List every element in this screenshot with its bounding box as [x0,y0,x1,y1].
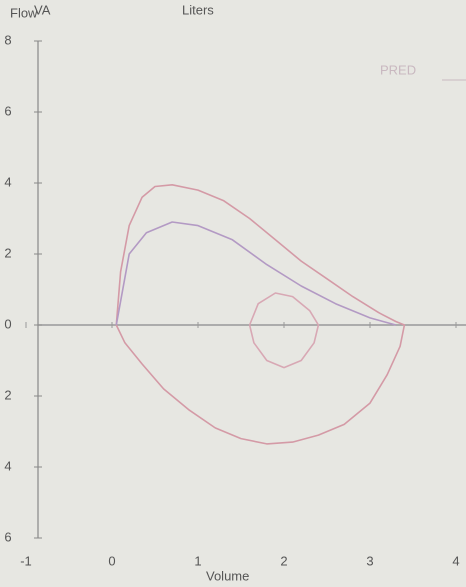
x-axis-label: Volume [206,568,249,583]
chart-title: Liters [182,2,214,17]
annotation: VA [34,2,51,17]
legend-text: PRED [380,62,416,77]
y-tick-label: 2 [4,387,11,402]
y-tick-label: 0 [4,316,11,331]
y-tick-label: 6 [4,103,11,118]
x-tick-label: 0 [108,553,115,568]
y-tick-label: 6 [4,529,11,544]
y-tick-label: 8 [4,32,11,47]
y-tick-label: 4 [4,174,11,189]
flow-volume-curve [115,184,406,445]
y-tick-label: 4 [4,458,11,473]
x-tick-label: 3 [366,553,373,568]
x-tick-label: 4 [452,553,459,568]
y-axis-label: Flow [10,5,38,20]
x-tick-label: -1 [20,553,32,568]
x-tick-label: 2 [280,553,287,568]
x-tick-label: 1 [194,553,201,568]
flow-volume-curve [248,292,320,369]
flow-volume-curve [115,221,397,326]
y-tick-label: 2 [4,245,11,260]
